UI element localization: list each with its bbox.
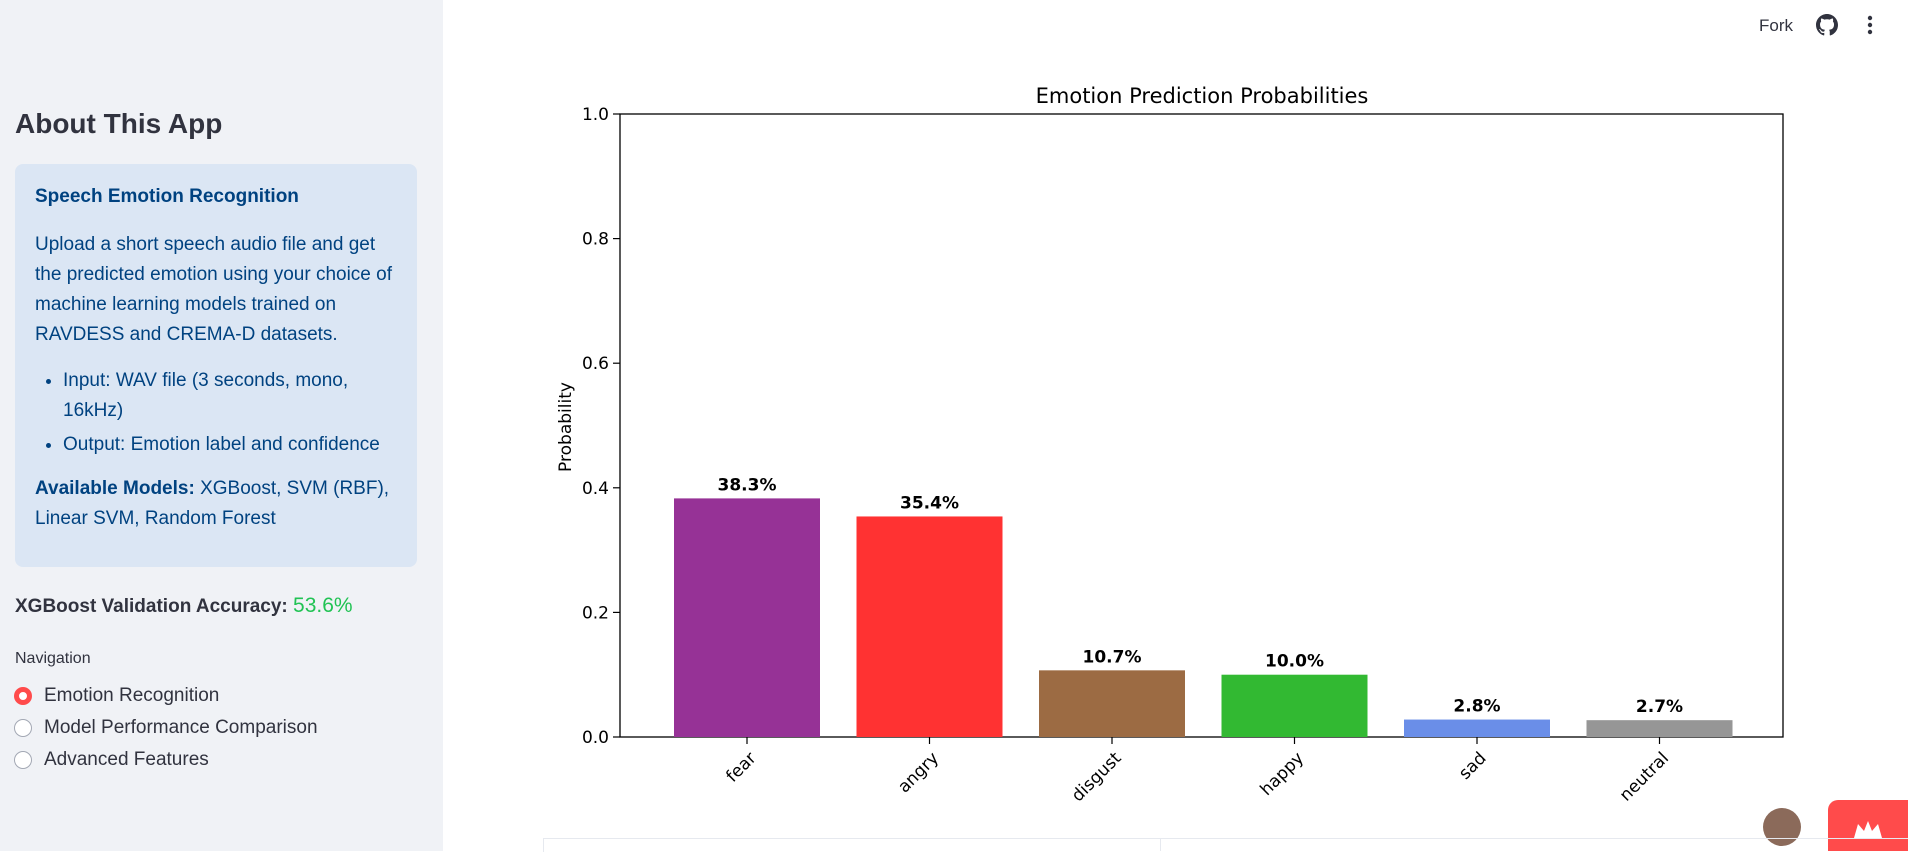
- plot-frame: [619, 113, 1784, 738]
- x-tick-label: angry: [894, 748, 943, 797]
- models-value: XGBoost, SVM (RBF), Linear SVM, Random F…: [35, 478, 390, 529]
- nav-radio-emotion-recognition[interactable]: Emotion Recognition: [14, 685, 219, 707]
- radio-selected-icon: [14, 687, 32, 705]
- bar-angry: [856, 516, 1003, 737]
- avatar[interactable]: [1763, 808, 1801, 846]
- y-tick-label: 0.0: [582, 728, 609, 748]
- nav-radio-model-performance[interactable]: Model Performance Comparison: [14, 717, 318, 739]
- bar-value-label: 10.0%: [1265, 652, 1324, 672]
- x-tick-label: happy: [1257, 748, 1309, 800]
- y-tick-label: 1.0: [582, 105, 609, 125]
- accuracy-value: 53.6%: [293, 594, 353, 617]
- emotion-probability-chart: Emotion Prediction Probabilities Probabi…: [556, 84, 1784, 806]
- bottom-panel-divider: [1160, 838, 1161, 851]
- streamlit-crown-button[interactable]: [1828, 800, 1908, 851]
- nav-radio-advanced-features[interactable]: Advanced Features: [14, 749, 209, 771]
- accuracy-line: XGBoost Validation Accuracy: 53.6%: [15, 594, 353, 618]
- fork-button[interactable]: Fork: [1759, 16, 1793, 35]
- kebab-menu-icon[interactable]: [1862, 14, 1878, 36]
- bar-sad: [1404, 719, 1550, 737]
- radio-label: Model Performance Comparison: [44, 717, 318, 738]
- x-tick-label: neutral: [1616, 748, 1673, 805]
- y-tick-label: 0.2: [582, 603, 609, 623]
- accuracy-label: XGBoost Validation Accuracy:: [15, 596, 294, 617]
- bar-value-label: 35.4%: [900, 493, 959, 513]
- info-bullet-input: Input: WAV file (3 seconds, mono, 16kHz): [63, 366, 397, 426]
- bottom-panel: [543, 838, 1908, 852]
- crown-icon: [1854, 821, 1882, 838]
- bar-happy: [1221, 674, 1368, 737]
- bar-neutral: [1586, 720, 1733, 737]
- radio-label: Emotion Recognition: [44, 685, 220, 706]
- bar-value-label: 38.3%: [718, 475, 777, 495]
- navigation-label: Navigation: [15, 650, 91, 667]
- models-label: Available Models:: [35, 478, 195, 499]
- bar-value-label: 10.7%: [1083, 647, 1142, 667]
- y-tick-label: 0.8: [582, 230, 609, 250]
- bar-value-label: 2.8%: [1453, 697, 1500, 717]
- github-icon[interactable]: [1816, 14, 1838, 36]
- info-heading: Speech Emotion Recognition: [35, 186, 299, 207]
- bar-disgust: [1039, 670, 1185, 737]
- radio-unselected-icon: [14, 719, 32, 737]
- info-bullet-list: Input: WAV file (3 seconds, mono, 16kHz)…: [35, 366, 397, 460]
- y-tick-label: 0.4: [582, 479, 609, 499]
- info-bullet-output: Output: Emotion label and confidence: [63, 430, 397, 460]
- sidebar: About This App Speech Emotion Recognitio…: [0, 0, 443, 851]
- radio-label: Advanced Features: [44, 749, 209, 770]
- x-tick-label: disgust: [1068, 748, 1126, 806]
- chart-y-axis-label: Probability: [556, 382, 576, 472]
- bar-fear: [674, 498, 820, 737]
- info-models: Available Models: XGBoost, SVM (RBF), Li…: [35, 474, 397, 534]
- chart-title: Emotion Prediction Probabilities: [1036, 84, 1369, 108]
- sidebar-title: About This App: [15, 108, 223, 139]
- radio-unselected-icon: [14, 751, 32, 769]
- info-description: Upload a short speech audio file and get…: [35, 234, 392, 345]
- info-box: Speech Emotion Recognition Upload a shor…: [15, 164, 417, 567]
- bar-value-label: 2.7%: [1636, 697, 1683, 717]
- x-tick-label: sad: [1455, 748, 1490, 783]
- x-tick-label: fear: [722, 748, 760, 786]
- y-tick-label: 0.6: [582, 354, 609, 374]
